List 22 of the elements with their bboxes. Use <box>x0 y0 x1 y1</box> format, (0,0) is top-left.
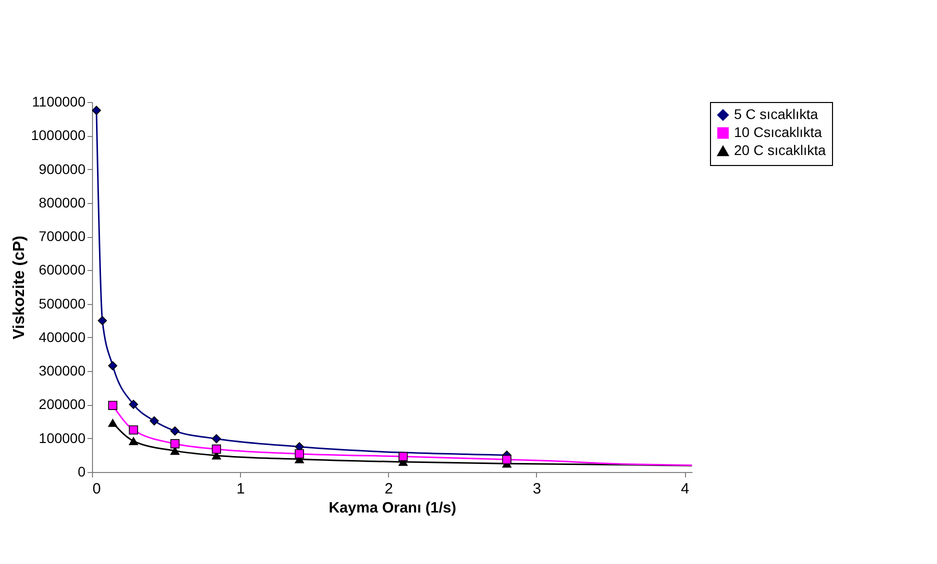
y-tick-label: 0 <box>78 464 86 480</box>
y-tick-label: 800000 <box>38 194 86 210</box>
y-tick-label: 900000 <box>38 160 86 177</box>
y-tick-label: 500000 <box>38 295 86 312</box>
legend-label: 10 Csıcaklıkta <box>734 124 822 140</box>
x-tick-label: 0 <box>92 480 101 498</box>
x-tick-label: 1 <box>236 480 245 498</box>
y-tick-label: 700000 <box>38 228 86 244</box>
y-axis-title: Viskozite (cP) <box>10 236 28 340</box>
y-tick-label: 200000 <box>38 396 86 412</box>
x-axis-title: Kayma Oranı (1/s) <box>328 500 456 516</box>
x-tick-label: 4 <box>680 480 690 498</box>
y-tick-label: 400000 <box>38 328 86 345</box>
legend-label: 5 C sıcaklıkta <box>734 106 818 122</box>
y-tick-label: 600000 <box>38 262 86 278</box>
y-tick-label: 300000 <box>38 362 86 379</box>
x-tick-label: 3 <box>532 480 542 498</box>
legend-label: 20 C sıcaklıkta <box>734 142 826 158</box>
x-tick-label: 2 <box>384 480 393 498</box>
y-tick-label: 1100000 <box>32 94 86 110</box>
y-tick-label: 1000000 <box>30 127 86 144</box>
y-tick-label: 100000 <box>38 430 86 446</box>
